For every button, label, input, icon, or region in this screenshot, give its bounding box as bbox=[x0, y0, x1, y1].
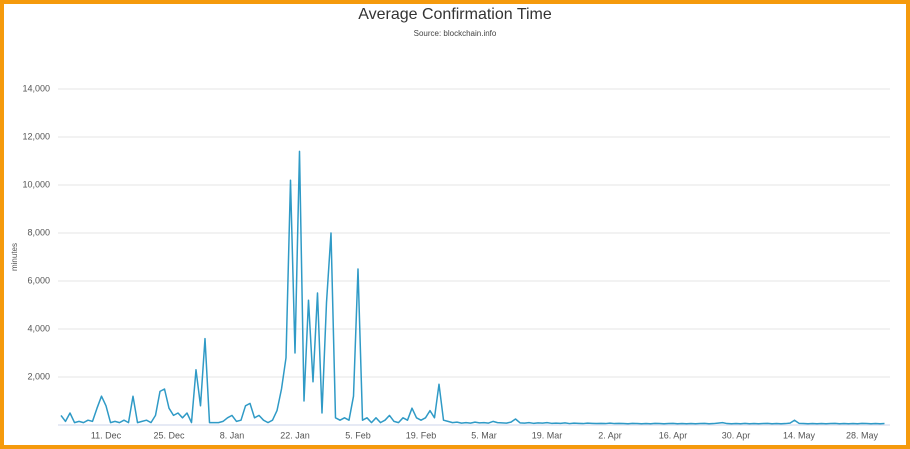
x-tick-label: 5. Feb bbox=[345, 430, 371, 440]
y-tick-label: 4,000 bbox=[27, 323, 50, 333]
y-tick-label: 2,000 bbox=[27, 371, 50, 381]
x-tick-label: 28. May bbox=[846, 430, 879, 440]
y-axis-label: minutes bbox=[10, 243, 19, 271]
chart-title: Average Confirmation Time bbox=[358, 6, 552, 23]
x-tick-label: 5. Mar bbox=[471, 430, 497, 440]
y-tick-label: 10,000 bbox=[22, 179, 50, 189]
x-tick-label: 19. Feb bbox=[406, 430, 437, 440]
x-tick-label: 11. Dec bbox=[91, 430, 122, 440]
y-tick-label: 6,000 bbox=[27, 275, 50, 285]
y-tick-label: 12,000 bbox=[22, 131, 50, 141]
y-tick-label: 8,000 bbox=[27, 227, 50, 237]
x-tick-label: 19. Mar bbox=[532, 430, 563, 440]
x-tick-label: 16. Apr bbox=[659, 430, 688, 440]
x-tick-label: 25. Dec bbox=[153, 430, 185, 440]
x-tick-label: 30. Apr bbox=[722, 430, 751, 440]
y-tick-label: 14,000 bbox=[22, 83, 50, 93]
x-tick-label: 8. Jan bbox=[220, 430, 245, 440]
x-tick-label: 2. Apr bbox=[598, 430, 622, 440]
x-tick-label: 14. May bbox=[783, 430, 816, 440]
chart-subtitle: Source: blockchain.info bbox=[414, 29, 497, 38]
line-series bbox=[60, 150, 885, 425]
x-tick-label: 22. Jan bbox=[280, 430, 310, 440]
